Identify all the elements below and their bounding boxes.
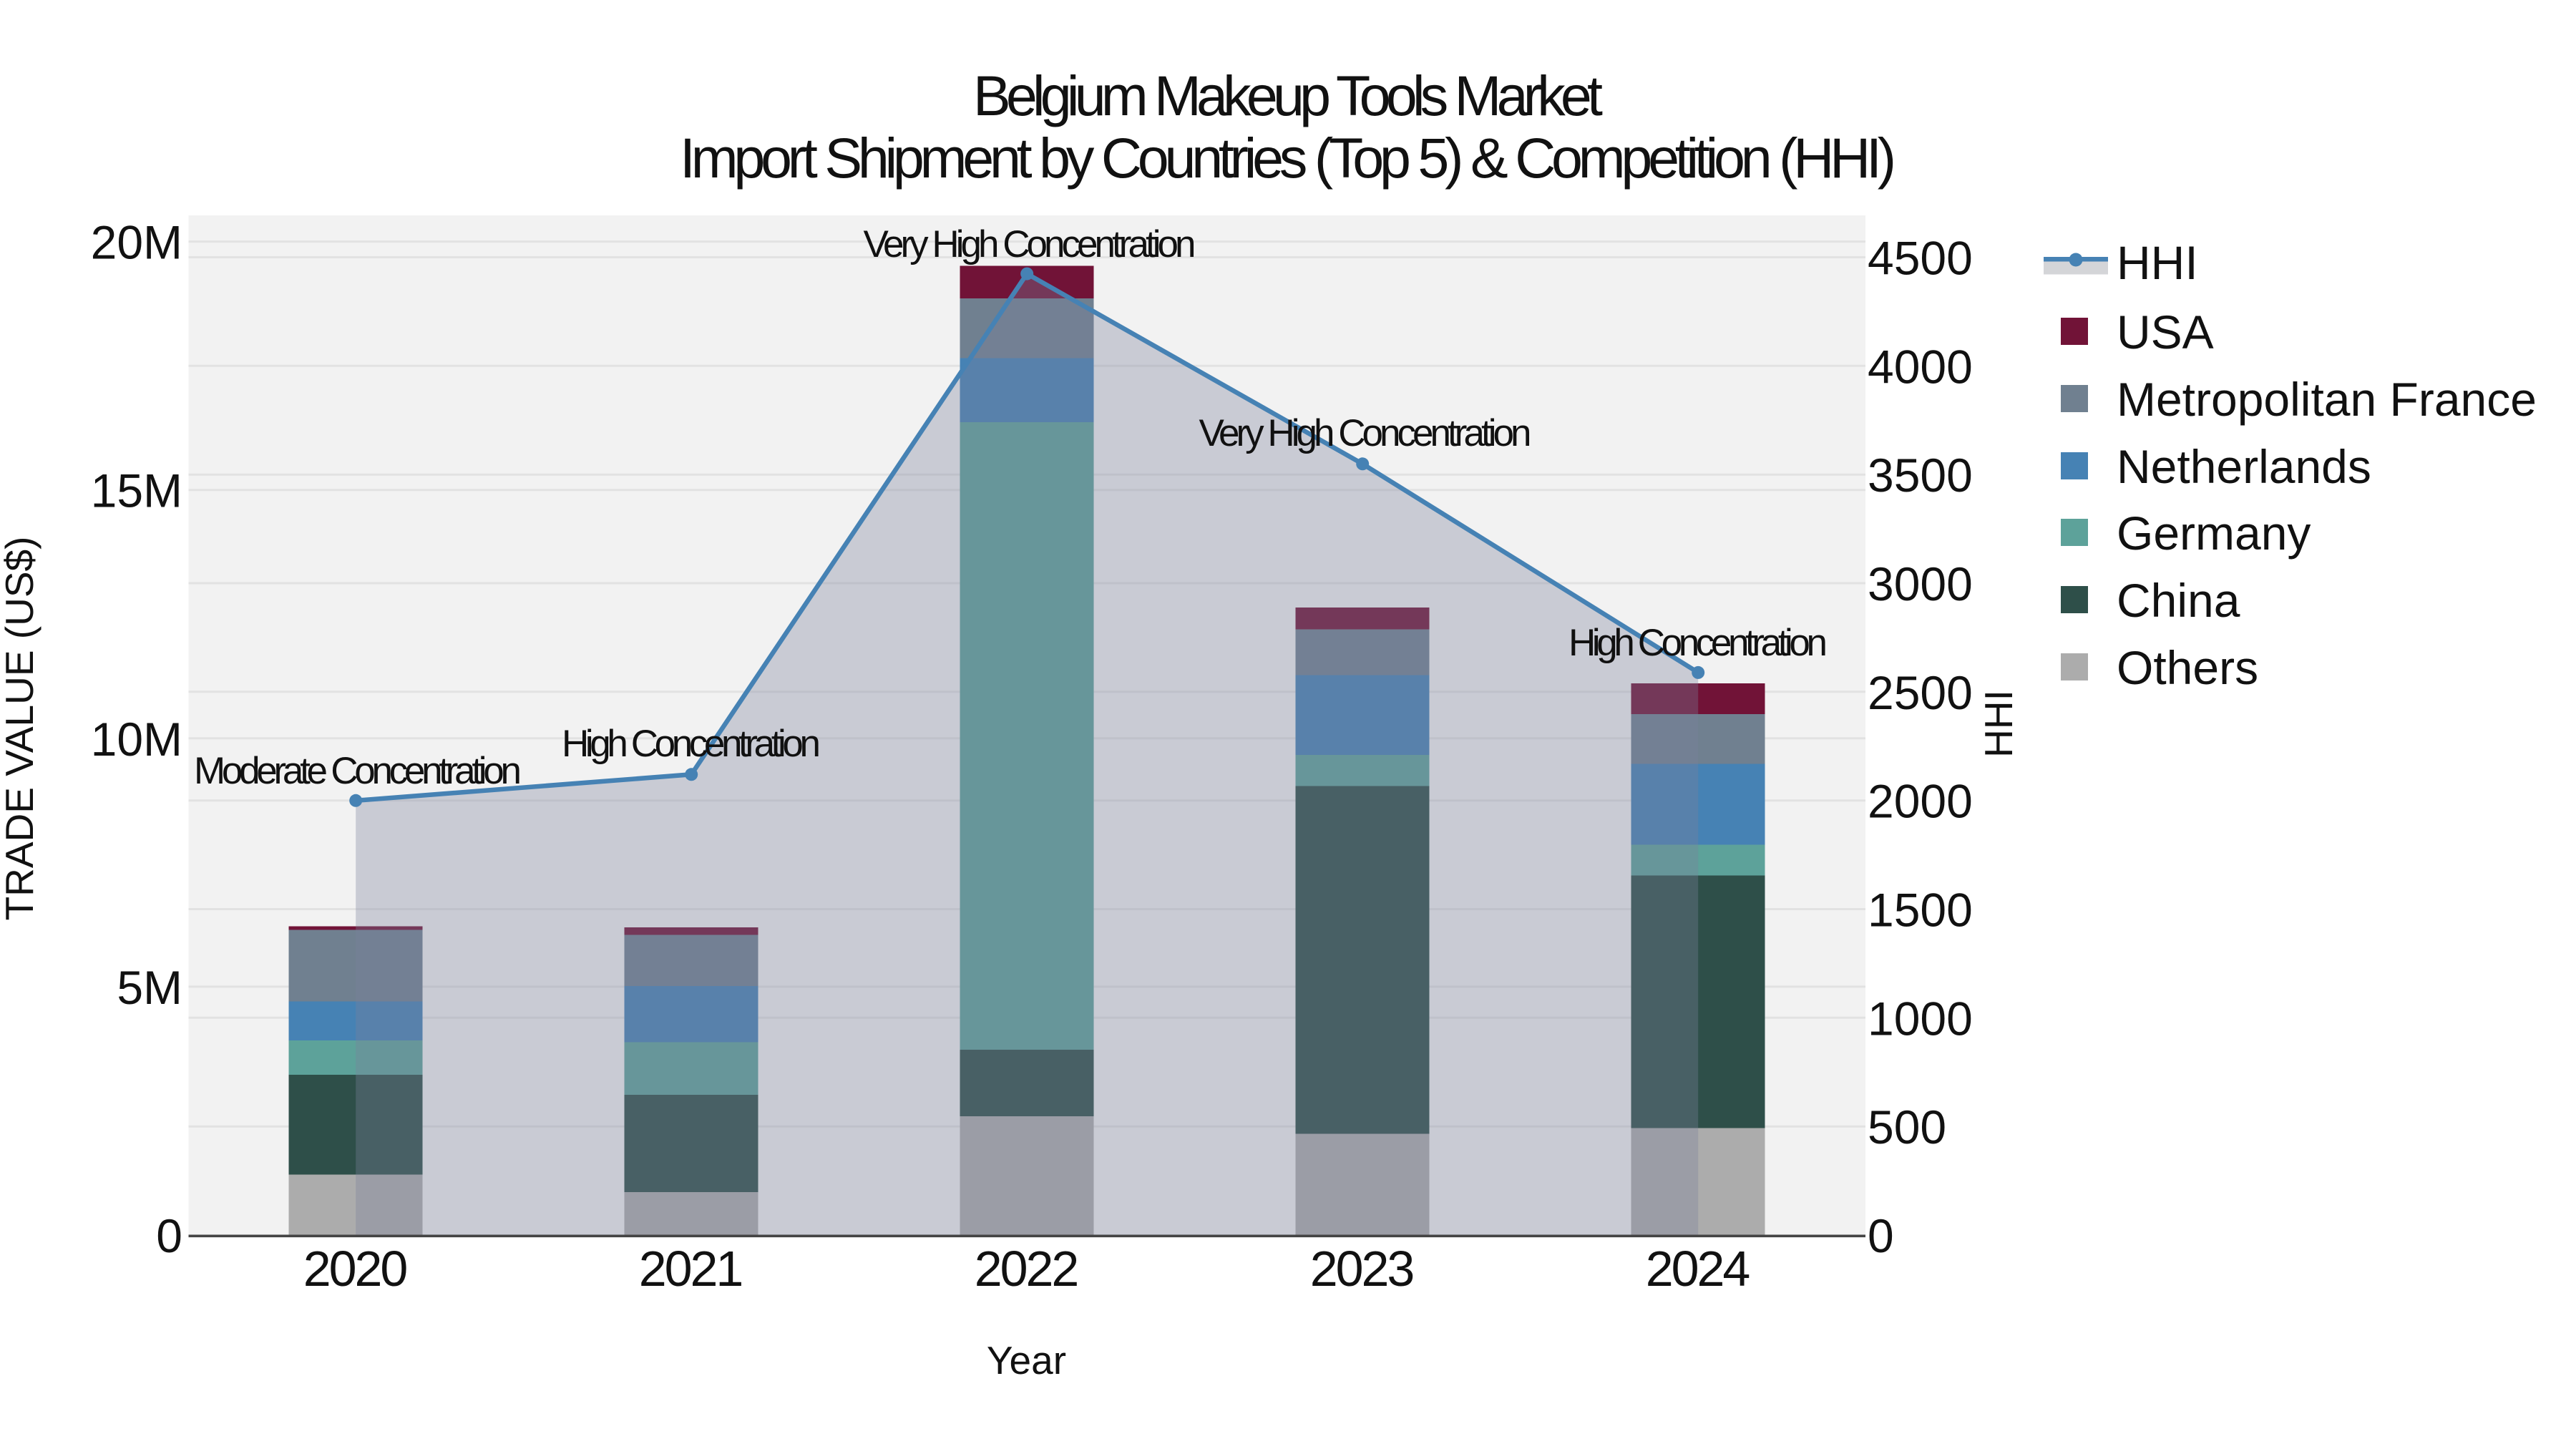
- svg-text:Netherlands: Netherlands: [2117, 440, 2371, 493]
- svg-text:3000: 3000: [1868, 557, 1973, 610]
- svg-text:500: 500: [1868, 1101, 1946, 1153]
- svg-text:4500: 4500: [1868, 232, 1973, 285]
- svg-text:High Concentration: High Concentration: [1568, 622, 1828, 664]
- svg-text:2021: 2021: [639, 1241, 744, 1297]
- svg-text:2023: 2023: [1310, 1241, 1415, 1297]
- svg-text:0: 0: [156, 1209, 182, 1262]
- svg-text:5M: 5M: [117, 961, 182, 1014]
- svg-text:Belgium Makeup Tools Market: Belgium Makeup Tools Market: [973, 64, 1603, 127]
- svg-text:Year: Year: [987, 1338, 1066, 1382]
- svg-text:Moderate Concentration: Moderate Concentration: [194, 750, 522, 792]
- svg-text:Others: Others: [2117, 641, 2258, 694]
- svg-text:2024: 2024: [1646, 1241, 1751, 1297]
- svg-text:TRADE VALUE (US$): TRADE VALUE (US$): [0, 537, 42, 921]
- svg-text:20M: 20M: [91, 216, 182, 269]
- svg-text:1000: 1000: [1868, 992, 1973, 1045]
- svg-text:HHI: HHI: [1976, 690, 2021, 758]
- svg-text:15M: 15M: [91, 464, 182, 517]
- svg-text:1500: 1500: [1868, 884, 1973, 937]
- svg-text:HHI: HHI: [2117, 236, 2198, 289]
- svg-text:Metropolitan France: Metropolitan France: [2117, 373, 2537, 426]
- svg-text:Very High Concentration: Very High Concentration: [1199, 412, 1532, 454]
- svg-text:0: 0: [1868, 1209, 1894, 1262]
- svg-text:Import Shipment by Countries (: Import Shipment by Countries (Top 5) & C…: [680, 126, 1896, 190]
- svg-text:4000: 4000: [1868, 340, 1973, 393]
- svg-text:2000: 2000: [1868, 775, 1973, 828]
- svg-text:2020: 2020: [303, 1241, 409, 1297]
- svg-text:High Concentration: High Concentration: [562, 723, 821, 765]
- svg-text:2500: 2500: [1868, 666, 1973, 719]
- svg-text:Very High Concentration: Very High Concentration: [864, 223, 1196, 265]
- svg-text:USA: USA: [2117, 306, 2214, 358]
- svg-text:Germany: Germany: [2117, 507, 2311, 560]
- svg-text:2022: 2022: [975, 1241, 1080, 1297]
- svg-text:10M: 10M: [91, 713, 182, 766]
- svg-text:China: China: [2117, 574, 2240, 627]
- svg-text:3500: 3500: [1868, 449, 1973, 502]
